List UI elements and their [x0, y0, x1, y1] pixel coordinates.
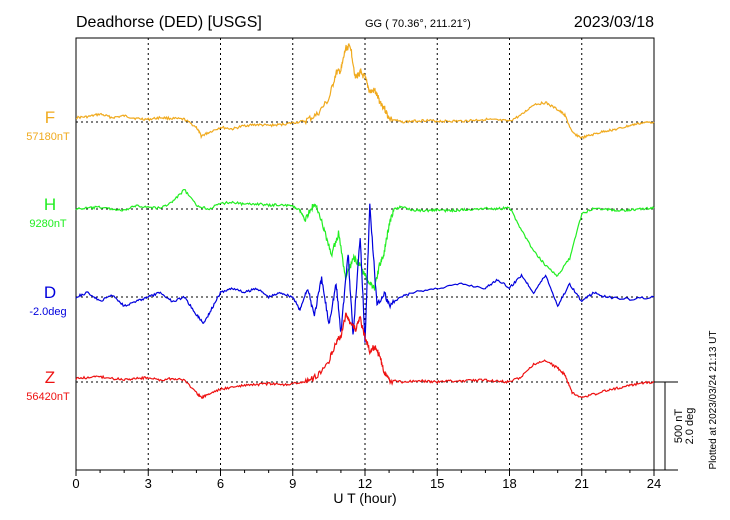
series-baseline-f: 57180nT	[26, 131, 70, 143]
x-tick-label: 24	[647, 476, 661, 491]
series-name-f: F	[45, 108, 55, 127]
coordinates-label: GG ( 70.36°, 211.21°)	[365, 18, 471, 30]
x-tick-label: 21	[575, 476, 589, 491]
x-tick-label: 6	[217, 476, 224, 491]
x-tick-label: 9	[289, 476, 296, 491]
series-name-h: H	[44, 195, 56, 214]
x-axis-label: U T (hour)	[333, 490, 396, 506]
station-title: Deadhorse (DED) [USGS]	[76, 14, 262, 31]
series-line-z	[75, 312, 655, 399]
plotted-timestamp: Plotted at 2023/03/24 21:13 UT	[708, 331, 719, 470]
scale-nt-label: 500 nT	[673, 409, 685, 444]
series-baseline-z: 56420nT	[26, 391, 70, 403]
grid-lines	[76, 38, 654, 470]
x-tick-label: 3	[145, 476, 152, 491]
series-line-d	[75, 203, 655, 343]
scale-bar	[654, 381, 678, 471]
series-name-d: D	[44, 283, 56, 302]
series-line-f	[76, 43, 655, 140]
series-layer	[75, 43, 655, 399]
x-tick-label: 15	[430, 476, 444, 491]
scale-deg-label: 2.0 deg	[684, 408, 696, 445]
date-label: 2023/03/18	[574, 14, 654, 31]
series-baseline-h: 9280nT	[29, 218, 67, 230]
series-name-z: Z	[45, 368, 55, 387]
x-axis-ticks: 0 3 6 9 12 15 18 21 24	[72, 470, 661, 491]
x-tick-label: 12	[358, 476, 372, 491]
x-tick-label: 18	[502, 476, 516, 491]
series-baseline-d: -2.0deg	[29, 306, 66, 318]
x-tick-label: 0	[72, 476, 79, 491]
series-labels: F 57180nT H 9280nT D -2.0deg Z 56420nT	[26, 108, 70, 403]
